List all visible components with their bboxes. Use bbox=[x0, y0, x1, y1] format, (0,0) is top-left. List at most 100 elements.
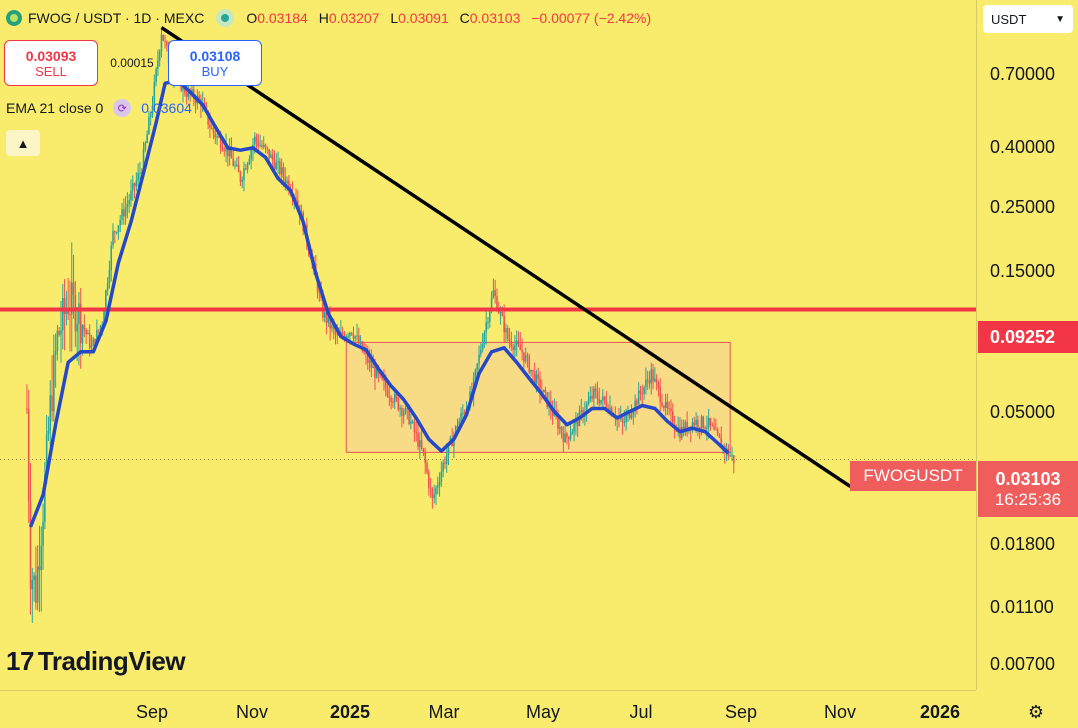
candle-body bbox=[94, 338, 96, 345]
candle-body bbox=[70, 282, 73, 315]
candle-body bbox=[284, 177, 287, 184]
candle-body bbox=[628, 411, 631, 418]
horizontal-level-tag[interactable]: 0.09252 bbox=[978, 321, 1078, 353]
ohlc-readout: O0.03184 H0.03207 L0.03091 C0.03103 −0.0… bbox=[246, 10, 652, 26]
candle-body bbox=[487, 321, 489, 323]
candle-body bbox=[731, 455, 733, 457]
collapse-legend-button[interactable]: ▲ bbox=[6, 130, 40, 156]
time-tick: 2026 bbox=[919, 702, 961, 722]
candle-body bbox=[639, 390, 642, 394]
candle-body bbox=[413, 421, 416, 432]
candle-body bbox=[349, 332, 351, 337]
candle-body bbox=[44, 473, 46, 522]
candle-body bbox=[101, 324, 104, 326]
candle-body bbox=[463, 412, 466, 414]
indicator-legend[interactable]: EMA 21 close 0 ⟳ 0.03604 bbox=[6, 98, 192, 118]
candle-body bbox=[623, 421, 626, 423]
candle-body bbox=[166, 41, 168, 47]
candle-body bbox=[65, 310, 68, 315]
candle-body bbox=[503, 315, 505, 333]
candle-body bbox=[521, 349, 523, 353]
candle-body bbox=[625, 415, 627, 422]
candle-body bbox=[38, 566, 41, 571]
candle-body bbox=[88, 332, 91, 348]
candle-body bbox=[671, 411, 674, 425]
price-tick: 0.40000 bbox=[990, 137, 1056, 157]
settings-gear-icon[interactable]: ⚙ bbox=[1027, 702, 1045, 722]
candle-body bbox=[381, 375, 383, 380]
candle-body bbox=[659, 387, 662, 403]
candle-body bbox=[462, 412, 464, 414]
candle-body bbox=[442, 462, 444, 472]
candle-body bbox=[573, 423, 575, 432]
symbol-tag: FWOGUSDT bbox=[850, 461, 976, 491]
candle-body bbox=[106, 283, 109, 291]
symbol-title[interactable]: FWOG / USDT · 1D · MEXC bbox=[28, 10, 205, 26]
candle-body bbox=[122, 209, 125, 217]
candle-body bbox=[365, 352, 367, 355]
candle-body bbox=[589, 396, 592, 401]
candle-body bbox=[729, 455, 732, 457]
candle-body bbox=[636, 400, 638, 405]
candle-body bbox=[619, 417, 622, 419]
candle-body bbox=[29, 501, 32, 590]
candle-body bbox=[560, 427, 563, 434]
candle-body bbox=[334, 329, 337, 335]
candle-body bbox=[458, 421, 461, 428]
candle-body bbox=[630, 415, 633, 418]
candle-body bbox=[336, 334, 339, 336]
tradingview-logo[interactable]: 17 TradingView bbox=[6, 646, 186, 677]
candle-body bbox=[684, 422, 687, 433]
time-tick: Sep bbox=[135, 702, 169, 722]
brand-name: TradingView bbox=[37, 646, 186, 676]
candle-body bbox=[420, 440, 423, 449]
candle-body bbox=[447, 443, 450, 455]
currency-selector[interactable]: USDT ▼ bbox=[983, 5, 1073, 33]
candle-body bbox=[707, 417, 710, 428]
candle-body bbox=[128, 200, 130, 205]
candle-body bbox=[366, 354, 369, 363]
candle-body bbox=[537, 374, 540, 379]
candle-body bbox=[142, 149, 145, 174]
buy-label: BUY bbox=[201, 63, 229, 79]
candle-body bbox=[395, 394, 398, 399]
candle-body bbox=[641, 393, 644, 395]
candle-body bbox=[478, 354, 480, 364]
candle-body bbox=[112, 231, 114, 246]
candle-body bbox=[702, 416, 705, 428]
candle-body bbox=[691, 422, 694, 431]
candle-body bbox=[92, 338, 95, 346]
candle-body bbox=[645, 379, 647, 387]
loading-icon: ⟳ bbox=[113, 99, 132, 117]
candle-body bbox=[162, 34, 165, 41]
candle-body bbox=[523, 352, 525, 362]
candle-body bbox=[609, 407, 611, 413]
candle-body bbox=[54, 350, 57, 355]
candle-body bbox=[652, 369, 654, 382]
candle-body bbox=[36, 566, 39, 603]
candle-body bbox=[219, 137, 222, 149]
candle-body bbox=[375, 368, 378, 378]
candle-body bbox=[250, 150, 252, 160]
candle-body bbox=[210, 127, 213, 130]
candle-body bbox=[533, 370, 536, 384]
candle-body bbox=[33, 575, 35, 581]
candle-body bbox=[709, 417, 712, 425]
buy-button[interactable]: 0.03108 BUY bbox=[168, 40, 262, 86]
candle-body bbox=[444, 462, 446, 464]
candle-body bbox=[223, 150, 226, 152]
candle-body bbox=[228, 148, 231, 157]
candle-body bbox=[431, 488, 434, 499]
ema-line bbox=[28, 78, 730, 528]
candle-body bbox=[42, 521, 44, 546]
candle-body bbox=[697, 419, 699, 428]
candle-body bbox=[602, 396, 604, 401]
price-chart[interactable] bbox=[0, 0, 976, 690]
candle-body bbox=[587, 400, 590, 405]
candle-body bbox=[643, 386, 645, 395]
candle-body bbox=[490, 297, 493, 311]
candle-body bbox=[35, 575, 37, 603]
sell-button[interactable]: 0.03093 SELL bbox=[4, 40, 98, 86]
candle-body bbox=[368, 360, 371, 363]
candle-body bbox=[45, 434, 48, 474]
